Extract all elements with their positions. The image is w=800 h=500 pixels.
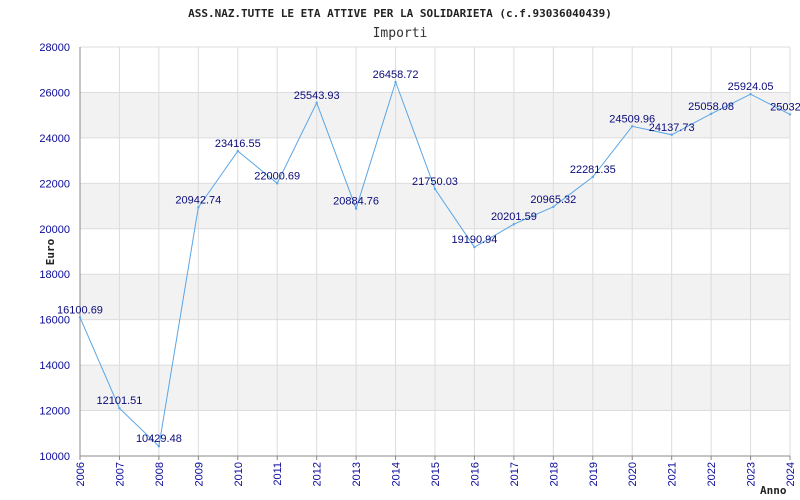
y-tick-label: 24000 — [39, 133, 70, 145]
data-label: 22000.69 — [254, 170, 300, 182]
x-tick-label: 2014 — [391, 462, 403, 486]
data-point — [552, 205, 555, 209]
data-point — [631, 125, 634, 128]
data-label: 19190.94 — [451, 234, 497, 246]
data-point — [709, 112, 713, 116]
y-tick-label: 14000 — [39, 360, 70, 372]
data-point — [236, 149, 239, 153]
y-tick-label: 20000 — [39, 224, 70, 236]
data-label: 25032.8 — [770, 101, 800, 113]
data-point — [788, 113, 792, 116]
x-tick-label: 2020 — [627, 462, 639, 486]
y-tick-label: 22000 — [39, 178, 70, 190]
data-label: 20965.32 — [530, 194, 576, 206]
data-label: 22281.35 — [570, 164, 616, 176]
data-point — [591, 175, 594, 179]
x-tick-label: 2007 — [114, 462, 126, 486]
y-tick-label: 16000 — [39, 315, 70, 327]
data-point — [512, 222, 516, 226]
y-tick-label: 26000 — [39, 87, 70, 99]
data-point — [118, 407, 121, 410]
data-label: 10429.48 — [136, 433, 182, 445]
data-point — [670, 133, 673, 136]
x-tick-label: 2015 — [430, 462, 442, 486]
y-tick-labels: 10000 12000 14000 16000 18000 20000 22000 24000… — [39, 42, 70, 463]
data-label: 25058.08 — [688, 101, 734, 113]
data-point — [78, 316, 82, 319]
data-point — [315, 101, 318, 105]
x-tick-label: 2010 — [233, 462, 245, 486]
x-tick-label: 2024 — [785, 462, 797, 486]
data-point — [394, 80, 397, 84]
x-tick-label: 2021 — [667, 462, 679, 486]
data-label: 16100.69 — [57, 304, 103, 316]
data-label: 24509.96 — [609, 113, 655, 125]
y-tick-label: 28000 — [39, 42, 70, 54]
x-tick-label: 2012 — [312, 462, 324, 486]
data-label: 26458.72 — [373, 69, 419, 81]
x-tick-label: 2017 — [509, 462, 521, 486]
data-point — [157, 445, 161, 448]
data-label: 12101.51 — [96, 395, 142, 407]
x-tick-label: 2018 — [548, 462, 560, 486]
data-point — [276, 182, 279, 185]
x-tick-label: 2022 — [706, 462, 718, 486]
x-tick-label: 2013 — [351, 462, 363, 486]
data-label: 25924.05 — [728, 81, 774, 93]
data-label: 23416.55 — [215, 138, 261, 150]
chart-title: ASS.NAZ.TUTTE LE ETA ATTIVE PER LA SOLID… — [188, 7, 612, 20]
x-tick-label: 2023 — [746, 462, 758, 486]
data-series — [78, 80, 792, 448]
data-point — [433, 187, 437, 191]
chart-subtitle: Importi — [373, 26, 428, 41]
data-label: 21750.03 — [412, 176, 458, 188]
data-point — [197, 206, 200, 209]
data-label: 20884.76 — [333, 196, 379, 208]
data-point — [473, 245, 476, 249]
data-point — [354, 207, 358, 210]
data-label: 20201.59 — [491, 211, 537, 223]
x-tick-label: 2016 — [469, 462, 481, 486]
y-tick-label: 18000 — [39, 269, 70, 281]
data-label: 24137.73 — [649, 122, 695, 134]
x-tick-label: 2019 — [588, 462, 600, 486]
grid-lines — [79, 46, 791, 457]
x-tick-labels: 2006 2007 2008 2009 2010 2011 2012 2013 2014 2015… — [75, 462, 797, 486]
x-tick-label: 2011 — [272, 462, 284, 486]
x-tick-label: 2009 — [193, 462, 205, 486]
y-tick-label: 12000 — [39, 406, 70, 418]
y-tick-label: 10000 — [39, 451, 70, 463]
data-point — [749, 92, 752, 96]
data-labels: 16100.69 12101.51 10429.48 20942.74 23416.55… — [57, 69, 800, 445]
data-label: 20942.74 — [175, 194, 221, 206]
x-tick-label: 2008 — [154, 462, 166, 486]
y-axis-label: Euro — [44, 238, 57, 265]
data-label: 25543.93 — [294, 90, 340, 102]
x-tick-label: 2006 — [75, 462, 87, 486]
axes — [79, 47, 791, 460]
x-axis-label: Anno — [760, 484, 787, 497]
